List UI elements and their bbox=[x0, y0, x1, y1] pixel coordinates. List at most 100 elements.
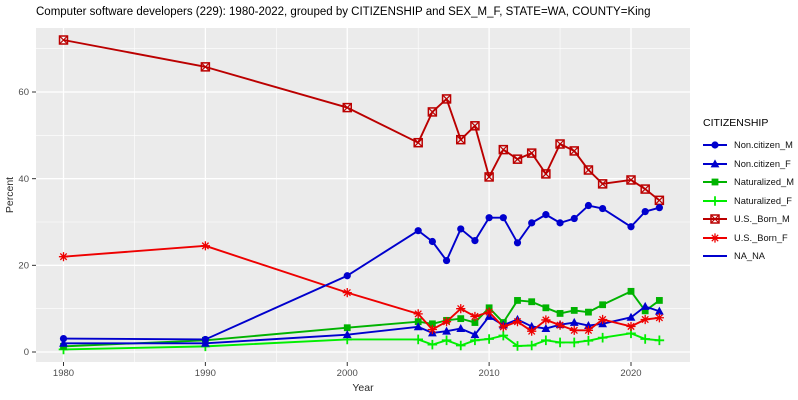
legend-entries: Non.citizen_M Non.citizen_F Naturalized_M N… bbox=[701, 136, 794, 266]
triangle-marker-icon bbox=[569, 317, 579, 326]
x-axis-title: Year bbox=[352, 382, 374, 394]
square-cross-marker-icon bbox=[569, 146, 579, 156]
square-cross-marker-icon bbox=[541, 169, 551, 179]
legend-title: CITIZENSHIP bbox=[703, 117, 769, 129]
plus-marker-icon bbox=[640, 334, 650, 344]
circle-marker-icon bbox=[59, 334, 68, 343]
triangle-marker-icon bbox=[342, 330, 352, 339]
x-tick-label: 1980 bbox=[53, 368, 74, 379]
square-marker-icon bbox=[471, 319, 479, 326]
legend-label: Naturalized_M bbox=[734, 177, 794, 188]
square-marker-icon bbox=[556, 310, 564, 317]
legend: CITIZENSHIP Non.citizen_M Non.citizen_F Na… bbox=[701, 117, 794, 266]
circle-marker-icon bbox=[599, 204, 607, 213]
triangle-marker-icon bbox=[413, 322, 423, 331]
asterisk-marker-icon bbox=[512, 317, 523, 327]
square-cross-marker-icon bbox=[583, 165, 594, 175]
square-cross-marker-icon bbox=[555, 139, 565, 149]
circle-marker-icon bbox=[627, 223, 635, 231]
circle-marker-icon bbox=[584, 201, 593, 210]
circle-marker-icon bbox=[528, 219, 536, 227]
circle-marker-icon bbox=[471, 237, 479, 245]
plus-marker-icon bbox=[512, 341, 523, 351]
x-tick-label: 2020 bbox=[620, 368, 641, 379]
plus-marker-icon bbox=[597, 332, 608, 343]
asterisk-marker-icon bbox=[427, 324, 437, 335]
square-cross-marker-icon bbox=[626, 175, 636, 185]
square-cross-marker-icon bbox=[569, 146, 579, 156]
square-marker-icon bbox=[627, 287, 635, 295]
circle-marker-icon bbox=[513, 239, 522, 247]
asterisk-marker-icon bbox=[441, 317, 452, 327]
series-Naturalized_F bbox=[58, 328, 665, 355]
square-cross-marker-icon bbox=[200, 62, 211, 72]
triangle-marker-icon bbox=[59, 338, 68, 347]
square-cross-marker-icon bbox=[200, 62, 210, 72]
square-marker-icon bbox=[655, 297, 663, 304]
square-marker-icon bbox=[457, 315, 465, 323]
legend-key-square-cross-icon bbox=[703, 214, 727, 224]
circle-marker-icon bbox=[485, 214, 493, 222]
plus-marker-icon bbox=[569, 337, 580, 348]
legend-label: NA_NA bbox=[734, 251, 766, 262]
plus-marker-icon bbox=[455, 340, 466, 351]
legend-entry: Naturalized_F bbox=[701, 192, 794, 211]
series-U.S._Born_M bbox=[58, 35, 665, 206]
legend-entry: Non.citizen_M bbox=[701, 136, 794, 155]
square-marker-icon bbox=[711, 178, 719, 186]
square-cross-marker-icon bbox=[710, 214, 720, 224]
square-cross-marker-icon bbox=[456, 134, 466, 145]
square-cross-marker-icon bbox=[442, 94, 451, 104]
circle-marker-icon bbox=[570, 214, 578, 223]
square-cross-marker-icon bbox=[512, 154, 523, 164]
legend-label: Non.citizen_F bbox=[734, 158, 791, 169]
y-axis-title: Percent bbox=[4, 176, 16, 214]
legend-label: U.S._Born_M bbox=[734, 214, 790, 225]
y-tick-label: 20 bbox=[18, 261, 29, 272]
asterisk-marker-icon bbox=[527, 326, 537, 336]
triangle-marker-icon bbox=[456, 324, 466, 333]
square-cross-marker-icon bbox=[541, 169, 551, 179]
x-tick-label: 2010 bbox=[479, 368, 500, 379]
triangle-marker-icon bbox=[654, 306, 664, 315]
circle-marker-icon bbox=[201, 335, 209, 344]
asterisk-marker-icon bbox=[456, 304, 466, 314]
asterisk-marker-icon bbox=[470, 311, 480, 322]
plus-marker-icon bbox=[555, 337, 565, 348]
asterisk-marker-icon bbox=[710, 233, 720, 243]
legend-key-triangle-icon bbox=[703, 159, 727, 168]
asterisk-marker-icon bbox=[484, 307, 494, 317]
series-U.S._Born_F bbox=[58, 241, 664, 336]
square-marker-icon bbox=[570, 307, 578, 314]
plus-marker-icon bbox=[710, 195, 720, 206]
gridlines bbox=[36, 28, 690, 362]
legend-entry: Naturalized_M bbox=[701, 173, 794, 192]
circle-marker-icon bbox=[343, 272, 351, 280]
square-marker-icon bbox=[514, 297, 521, 304]
legend-key-asterisk-icon bbox=[703, 233, 727, 243]
triangle-marker-icon bbox=[527, 321, 537, 330]
plot-panel bbox=[36, 28, 690, 362]
legend-key-plus-icon bbox=[703, 195, 727, 206]
square-cross-marker-icon bbox=[498, 144, 509, 155]
plus-marker-icon bbox=[413, 334, 423, 345]
plus-marker-icon bbox=[526, 340, 537, 351]
asterisk-marker-icon bbox=[541, 315, 551, 325]
asterisk-marker-icon bbox=[342, 288, 352, 298]
square-cross-marker-icon bbox=[59, 35, 68, 45]
asterisk-marker-icon bbox=[200, 241, 210, 251]
square-cross-marker-icon bbox=[58, 35, 69, 45]
x-tick-label: 2000 bbox=[337, 368, 358, 379]
asterisk-marker-icon bbox=[569, 325, 579, 335]
legend-key-circle-icon bbox=[703, 141, 727, 149]
square-cross-marker-icon bbox=[640, 184, 650, 194]
circle-marker-icon bbox=[711, 141, 719, 149]
y-tick-label: 40 bbox=[18, 174, 29, 185]
square-cross-marker-icon bbox=[597, 179, 608, 189]
asterisk-marker-icon bbox=[583, 325, 594, 335]
triangle-marker-icon bbox=[442, 326, 451, 335]
y-tick-label: 60 bbox=[18, 87, 29, 98]
plus-marker-icon bbox=[583, 335, 594, 346]
square-marker-icon bbox=[585, 308, 592, 316]
